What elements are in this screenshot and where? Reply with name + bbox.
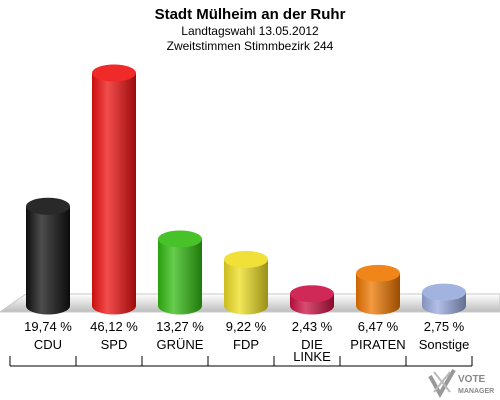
- category-label: GRÜNE: [157, 337, 204, 352]
- category-label: FDP: [233, 337, 259, 352]
- bar-top: [224, 250, 268, 268]
- value-label: 2,43 %: [292, 319, 333, 334]
- bar-body: [356, 273, 400, 315]
- category-label: SPD: [101, 337, 128, 352]
- category-label: LINKE: [293, 349, 331, 364]
- bar-body: [158, 238, 202, 315]
- bar-piraten: [356, 264, 400, 315]
- chart-subtitle-election: Landtagswahl 13.05.2012: [181, 24, 319, 38]
- category-label: PIRATEN: [350, 337, 405, 352]
- bar-top: [290, 285, 334, 303]
- bar-body: [26, 206, 70, 315]
- bar-top: [356, 264, 400, 282]
- chart-subtitle-district: Zweitstimmen Stimmbezirk 244: [166, 39, 334, 53]
- category-label: Sonstige: [419, 337, 470, 352]
- bar-body: [92, 73, 136, 315]
- bar-gr-ne: [158, 230, 202, 315]
- logo-text-vote: VOTE: [458, 374, 486, 385]
- value-label: 6,47 %: [358, 319, 399, 334]
- bar-sonstige: [422, 283, 466, 315]
- bar-top: [158, 230, 202, 248]
- bar-top: [422, 283, 466, 301]
- bar-fdp: [224, 250, 268, 315]
- value-label: 2,75 %: [424, 319, 465, 334]
- bar-top: [92, 64, 136, 82]
- bar-top: [26, 197, 70, 215]
- logo-text-manager: MANAGER: [458, 388, 494, 395]
- chart-title: Stadt Mülheim an der Ruhr: [154, 6, 346, 23]
- category-label: CDU: [34, 337, 62, 352]
- vote-manager-logo: VOTE MANAGER: [428, 368, 494, 398]
- category-label: DIE: [301, 337, 323, 352]
- checkmark-x-icon: [428, 368, 456, 398]
- chart-header: Stadt Mülheim an der Ruhr Landtagswahl 1…: [0, 6, 500, 54]
- bar-body: [224, 259, 268, 315]
- value-label: 9,22 %: [226, 319, 267, 334]
- value-label: 13,27 %: [156, 319, 204, 334]
- bar-die-linke: [290, 285, 334, 315]
- bar-spd: [92, 64, 136, 315]
- bar-cdu: [26, 197, 70, 315]
- value-label: 19,74 %: [24, 319, 72, 334]
- value-label: 46,12 %: [90, 319, 138, 334]
